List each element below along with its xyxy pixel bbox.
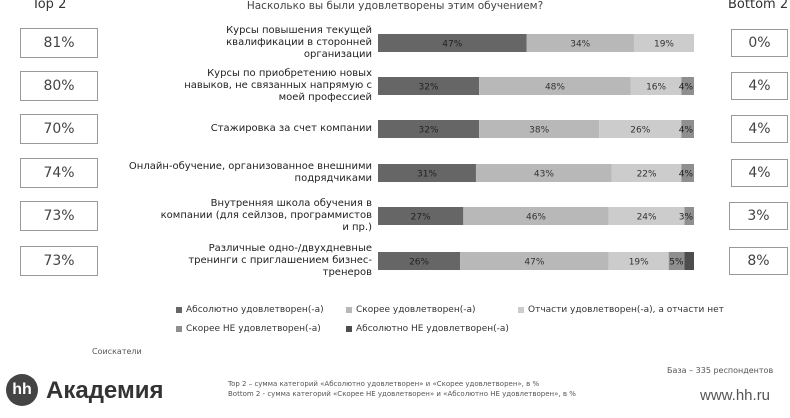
data-label: 46% [526, 213, 546, 223]
bar-segment [378, 252, 461, 270]
data-label: 26% [409, 258, 429, 268]
legend-swatch [346, 325, 352, 332]
data-label: 22% [637, 170, 657, 180]
bar-segment [378, 34, 527, 52]
row-label: Курсы повышения текущей квалификации в с… [226, 25, 372, 60]
data-label: 47% [524, 258, 544, 268]
legend-label: Скорее НЕ удовлетворен(-а) [186, 324, 321, 334]
bar-segment [378, 164, 476, 182]
data-label: 31% [417, 170, 437, 180]
bar-segment [681, 164, 694, 182]
legend-item: Абсолютно НЕ удовлетворен(-а) [346, 324, 509, 334]
top2-value-box: 80% [20, 71, 98, 101]
bar-segment [608, 207, 685, 225]
data-label: 16% [646, 83, 666, 93]
legend-swatch [518, 306, 524, 313]
bar-segment [599, 120, 682, 138]
legend-item: Скорее удовлетворен(-а) [346, 305, 476, 315]
bottom2-value-box: 4% [731, 115, 788, 143]
segment-label: Соискатели [92, 347, 142, 356]
bar-segment [668, 252, 685, 270]
bottom2-value-box: 4% [731, 159, 788, 187]
bar-segment [526, 34, 634, 52]
bar-segment [630, 77, 682, 95]
data-label: 38% [529, 126, 549, 136]
row-label: Стажировка за счет компании [210, 123, 372, 134]
academy-logo-text: Академия [46, 377, 164, 404]
base-note: База – 335 респондентов [667, 366, 774, 375]
data-label: 27% [411, 213, 431, 223]
top2-note: Top 2 – сумма категорий «Абсолютно удовл… [228, 380, 540, 388]
data-label: 4% [679, 170, 694, 180]
row-label: Онлайн-обучение, организованное внешними… [128, 161, 372, 184]
bar-segment [378, 77, 480, 95]
legend-label: Скорее удовлетворен(-а) [356, 305, 476, 315]
legend-item: Отчасти удовлетворен(-а), а отчасти нет [518, 305, 724, 315]
row-label: Различные одно-/двухдневные тренинги с п… [188, 243, 372, 278]
bottom2-header: Bottom 2 [728, 0, 789, 12]
data-label: 19% [629, 258, 649, 268]
chart-title: Насколько вы были удовлетворены этим обу… [246, 0, 544, 12]
row-label: Внутренняя школа обучения в компании (дл… [160, 198, 372, 233]
legend-label: Абсолютно удовлетворен(-а) [186, 305, 324, 315]
data-label: 32% [419, 126, 439, 136]
bar-segment [378, 207, 464, 225]
bar-segment [681, 120, 694, 138]
bar-segment [479, 120, 600, 138]
legend-swatch [176, 325, 182, 332]
data-label: 26% [630, 126, 650, 136]
bar-segment [463, 207, 609, 225]
bar-segment [479, 77, 631, 95]
bar-segment [378, 120, 480, 138]
legend-swatch [346, 306, 352, 313]
data-label: 4% [679, 83, 694, 93]
top2-value-box: 74% [20, 158, 98, 188]
top2-value-box: 81% [20, 28, 98, 58]
data-label: 32% [419, 83, 439, 93]
top2-value-box: 73% [20, 246, 98, 276]
bar-segment [611, 164, 682, 182]
bottom2-value-box: 4% [731, 72, 788, 100]
bar-segment [608, 252, 669, 270]
top2-header: Top 2 [32, 0, 67, 12]
bar-segment [681, 77, 694, 95]
data-label: 19% [654, 40, 674, 50]
bottom2-value-box: 3% [729, 202, 788, 230]
data-label: 47% [442, 40, 462, 50]
bottom2-note: Bottom 2 - сумма категорий «Скорее НЕ уд… [228, 390, 576, 398]
bar-segment [460, 252, 609, 270]
bar-segment [684, 207, 694, 225]
top2-value-box: 73% [20, 201, 98, 231]
bar-segment [633, 34, 694, 52]
bar-segment [684, 252, 694, 270]
data-label: 3% [679, 213, 694, 223]
data-label: 48% [545, 83, 565, 93]
legend-item: Абсолютно удовлетворен(-а) [176, 305, 324, 315]
data-label: 34% [570, 40, 590, 50]
site-url[interactable]: www.hh.ru [700, 387, 771, 404]
data-label: 24% [637, 213, 657, 223]
hh-logo-icon: hh [6, 374, 38, 406]
legend-swatch [176, 306, 182, 313]
row-label: Курсы по приобретению новых навыков, не … [184, 68, 372, 103]
bar-segment [475, 164, 612, 182]
legend-label: Абсолютно НЕ удовлетворен(-а) [356, 324, 509, 334]
data-label: 4% [679, 126, 694, 136]
bottom2-value-box: 8% [729, 247, 788, 275]
data-label: 5% [669, 258, 684, 268]
legend-label: Отчасти удовлетворен(-а), а отчасти нет [528, 305, 724, 315]
data-label: 43% [534, 170, 554, 180]
legend-item: Скорее НЕ удовлетворен(-а) [176, 324, 321, 334]
bottom2-value-box: 0% [731, 29, 788, 57]
top2-value-box: 70% [20, 114, 98, 144]
